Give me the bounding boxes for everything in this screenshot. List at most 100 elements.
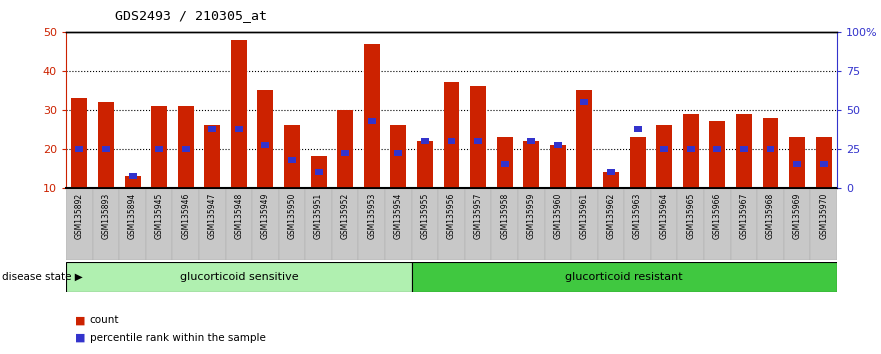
Bar bbox=[789, 137, 805, 188]
Text: GSM135894: GSM135894 bbox=[128, 193, 137, 239]
Text: GSM135947: GSM135947 bbox=[208, 193, 217, 239]
Text: GSM135952: GSM135952 bbox=[341, 193, 350, 239]
Bar bbox=[129, 173, 137, 179]
Bar bbox=[527, 138, 536, 144]
Bar bbox=[178, 106, 194, 188]
Bar bbox=[155, 146, 163, 152]
Bar bbox=[656, 125, 672, 188]
Text: glucorticoid resistant: glucorticoid resistant bbox=[566, 272, 683, 282]
Bar bbox=[492, 189, 518, 260]
Bar bbox=[523, 141, 539, 188]
Text: GDS2493 / 210305_at: GDS2493 / 210305_at bbox=[115, 9, 267, 22]
Text: GSM135953: GSM135953 bbox=[367, 193, 376, 239]
Bar bbox=[660, 146, 668, 152]
Text: GSM135965: GSM135965 bbox=[686, 193, 695, 239]
Text: GSM135954: GSM135954 bbox=[394, 193, 403, 239]
Bar bbox=[603, 172, 619, 188]
Bar bbox=[597, 189, 625, 260]
Bar bbox=[709, 121, 725, 188]
Bar bbox=[683, 114, 699, 188]
Bar bbox=[208, 126, 216, 132]
Bar bbox=[204, 125, 220, 188]
Text: GSM135949: GSM135949 bbox=[261, 193, 270, 239]
Text: glucorticoid sensitive: glucorticoid sensitive bbox=[180, 272, 298, 282]
Bar bbox=[607, 169, 615, 175]
Bar bbox=[633, 126, 641, 132]
Bar bbox=[576, 90, 592, 188]
Text: GSM135946: GSM135946 bbox=[181, 193, 190, 239]
Bar bbox=[306, 189, 332, 260]
Bar bbox=[315, 169, 322, 175]
Bar bbox=[235, 126, 243, 132]
Bar bbox=[465, 189, 492, 260]
Bar bbox=[816, 137, 832, 188]
Bar bbox=[152, 106, 167, 188]
Text: GSM135892: GSM135892 bbox=[75, 193, 84, 239]
Bar bbox=[395, 150, 403, 155]
Bar bbox=[474, 138, 482, 144]
Text: GSM135960: GSM135960 bbox=[553, 193, 562, 239]
Bar bbox=[763, 118, 779, 188]
Text: GSM135961: GSM135961 bbox=[580, 193, 589, 239]
Bar bbox=[443, 82, 460, 188]
Bar bbox=[364, 44, 380, 188]
Bar bbox=[500, 161, 508, 167]
Bar bbox=[411, 189, 438, 260]
Bar bbox=[630, 137, 646, 188]
Text: GSM135956: GSM135956 bbox=[447, 193, 456, 239]
Bar bbox=[262, 142, 270, 148]
Bar bbox=[438, 189, 465, 260]
Bar bbox=[76, 146, 84, 152]
Bar bbox=[819, 161, 827, 167]
Bar bbox=[421, 138, 429, 144]
Bar bbox=[288, 158, 296, 163]
Bar bbox=[730, 189, 757, 260]
Bar bbox=[102, 146, 110, 152]
Text: percentile rank within the sample: percentile rank within the sample bbox=[90, 333, 266, 343]
Bar bbox=[687, 146, 695, 152]
Text: GSM135962: GSM135962 bbox=[606, 193, 616, 239]
Bar bbox=[252, 189, 278, 260]
Bar bbox=[544, 189, 571, 260]
Text: GSM135893: GSM135893 bbox=[101, 193, 110, 239]
Bar bbox=[470, 86, 486, 188]
Bar bbox=[571, 189, 597, 260]
Bar bbox=[257, 90, 273, 188]
Bar bbox=[359, 189, 385, 260]
Text: ■: ■ bbox=[75, 333, 85, 343]
Bar bbox=[448, 138, 455, 144]
Text: GSM135964: GSM135964 bbox=[660, 193, 669, 239]
Bar bbox=[367, 119, 376, 124]
Text: disease state ▶: disease state ▶ bbox=[2, 272, 83, 282]
Text: GSM135967: GSM135967 bbox=[739, 193, 749, 239]
Bar bbox=[550, 145, 566, 188]
Text: GSM135955: GSM135955 bbox=[420, 193, 429, 239]
Text: GSM135950: GSM135950 bbox=[287, 193, 297, 239]
Bar bbox=[332, 189, 359, 260]
Text: GSM135963: GSM135963 bbox=[633, 193, 642, 239]
Bar bbox=[181, 146, 189, 152]
Bar bbox=[581, 99, 589, 105]
Bar bbox=[124, 176, 140, 188]
Bar bbox=[66, 262, 411, 292]
Bar bbox=[173, 189, 199, 260]
Bar bbox=[98, 102, 114, 188]
Bar bbox=[284, 125, 300, 188]
Text: GSM135945: GSM135945 bbox=[154, 193, 164, 239]
Bar bbox=[390, 125, 406, 188]
Bar bbox=[337, 110, 353, 188]
Text: GSM135957: GSM135957 bbox=[474, 193, 483, 239]
Bar bbox=[341, 150, 349, 155]
Bar bbox=[704, 189, 730, 260]
Bar bbox=[199, 189, 226, 260]
Bar bbox=[625, 189, 651, 260]
Text: GSM135958: GSM135958 bbox=[500, 193, 509, 239]
Bar bbox=[66, 189, 93, 260]
Bar bbox=[385, 189, 411, 260]
Bar bbox=[651, 189, 677, 260]
Text: GSM135951: GSM135951 bbox=[315, 193, 323, 239]
Text: count: count bbox=[90, 315, 119, 325]
Bar bbox=[311, 156, 327, 188]
Bar bbox=[146, 189, 173, 260]
Bar bbox=[677, 189, 704, 260]
